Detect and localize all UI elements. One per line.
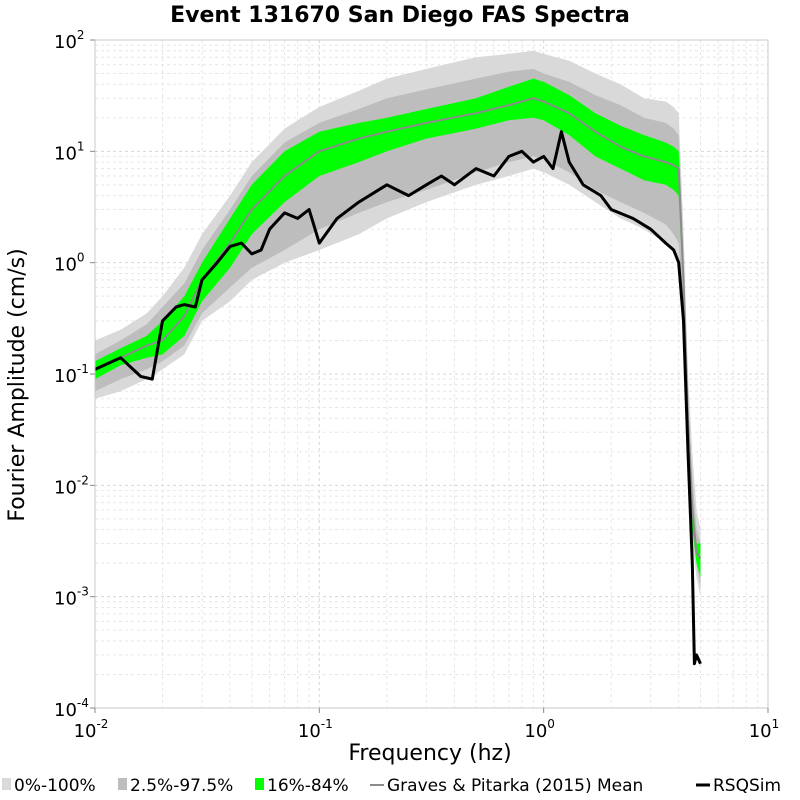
- chart-title: Event 131670 San Diego FAS Spectra: [170, 3, 630, 28]
- y-tick-label: 102: [54, 28, 85, 53]
- y-tick-label: 10-4: [54, 696, 89, 721]
- legend-swatch: [2, 778, 11, 790]
- y-tick-label: 10-2: [54, 473, 89, 498]
- legend-item-4: RSQSim: [696, 776, 781, 796]
- series-line-0: [94, 97, 702, 560]
- percentile-bands: [95, 50, 701, 597]
- legend-item-2: 16%-84%: [255, 776, 349, 796]
- legend-label: 16%-84%: [267, 776, 349, 796]
- y-tick-label: 10-3: [54, 585, 89, 610]
- x-tick-label: 100: [524, 717, 555, 742]
- y-tick-label: 101: [54, 139, 85, 164]
- legend-item-1: 2.5%-97.5%: [118, 776, 233, 796]
- legend-label: Graves & Pitarka (2015) Mean: [387, 776, 643, 796]
- legend: 0%-100% 2.5%-97.5% 16%-84% Graves & Pitarka…: [2, 776, 781, 796]
- x-tick-label: 10-1: [298, 717, 333, 742]
- legend-swatch: [118, 778, 127, 790]
- legend-swatch: [255, 778, 264, 790]
- y-tick-label: 10-1: [54, 362, 89, 387]
- legend-item-3: Graves & Pitarka (2015) Mean: [370, 776, 643, 796]
- x-axis-label: Frequency (hz): [348, 741, 511, 766]
- series-lines: [94, 97, 702, 666]
- y-axis-label: Fourier Amplitude (cm/s): [5, 248, 30, 521]
- series-line-1: [94, 130, 702, 666]
- y-tick-label: 100: [54, 251, 85, 276]
- legend-label: RSQSim: [713, 776, 781, 796]
- x-tick-label: 101: [749, 717, 780, 742]
- x-axis-ticks: 10-2 10-1 100 101: [74, 708, 780, 742]
- legend-label: 2.5%-97.5%: [130, 776, 233, 796]
- band-2: [95, 78, 701, 578]
- legend-item-0: 0%-100%: [2, 776, 96, 796]
- x-tick-label: 10-2: [74, 717, 109, 742]
- y-axis-ticks: 10-4 10-3 10-2 10-1 100 101 102: [54, 28, 95, 721]
- legend-label: 0%-100%: [14, 776, 96, 796]
